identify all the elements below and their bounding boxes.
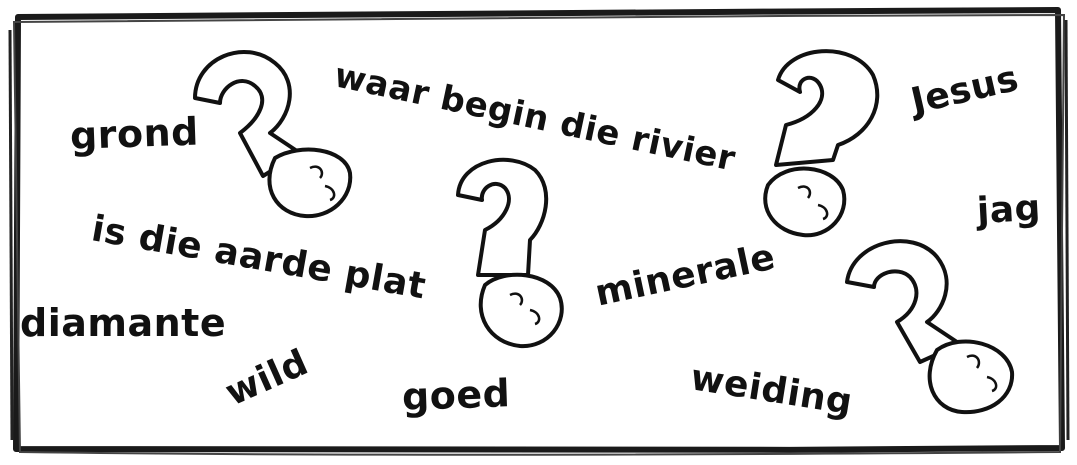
word-grond: grond xyxy=(69,109,200,158)
word-goed: goed xyxy=(401,371,511,419)
word-diamante: diamante xyxy=(20,301,227,345)
word-jag: jag xyxy=(975,187,1042,232)
question-face-icon xyxy=(193,50,353,219)
question-face-icon xyxy=(763,49,880,238)
question-face-icon xyxy=(845,239,1015,415)
question-face-icon xyxy=(456,157,564,349)
